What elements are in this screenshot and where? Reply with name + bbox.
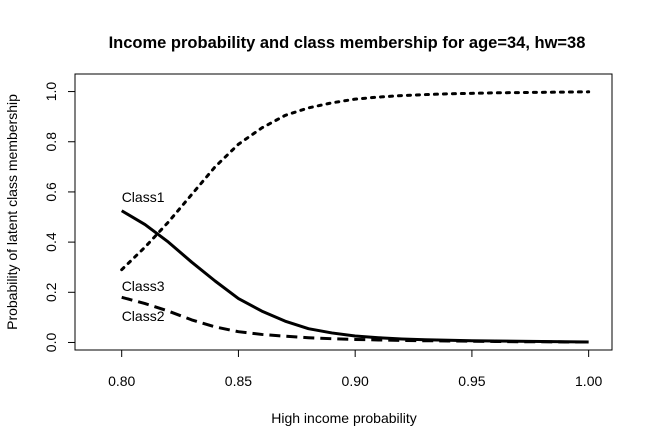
series-line-class1 [120,209,589,344]
x-tick-label: 0.85 [225,373,252,389]
y-tick-label: 0.4 [43,232,59,252]
y-tick-label: 0.0 [43,333,59,353]
y-tick-label: 0.2 [43,282,59,302]
series-lines [120,90,591,344]
x-axis: 0.80 0.85 0.90 0.95 1.00 [108,349,602,389]
y-tick-label: 0.8 [43,132,59,152]
series-label-class1: Class1 [122,189,165,205]
x-tick-label: 1.00 [575,373,602,389]
series-labels: Class1 Class2 Class3 [122,189,165,324]
series-label-class2: Class2 [122,308,165,324]
x-tick-label: 0.80 [108,373,135,389]
series-line-class3 [120,90,591,272]
series-label-class3: Class3 [122,278,165,294]
chart-title: Income probability and class membership … [109,34,586,52]
x-tick-label: 0.95 [458,373,485,389]
series-line-class2 [121,295,589,344]
y-tick-label: 1.0 [43,82,59,102]
x-tick-label: 0.90 [342,373,369,389]
y-axis-label: Probability of latent class membership [4,94,20,330]
x-axis-label: High income probability [271,410,417,426]
y-tick-label: 0.6 [43,182,59,202]
y-axis: 0.0 0.2 0.4 0.6 0.8 1.0 [43,82,76,353]
